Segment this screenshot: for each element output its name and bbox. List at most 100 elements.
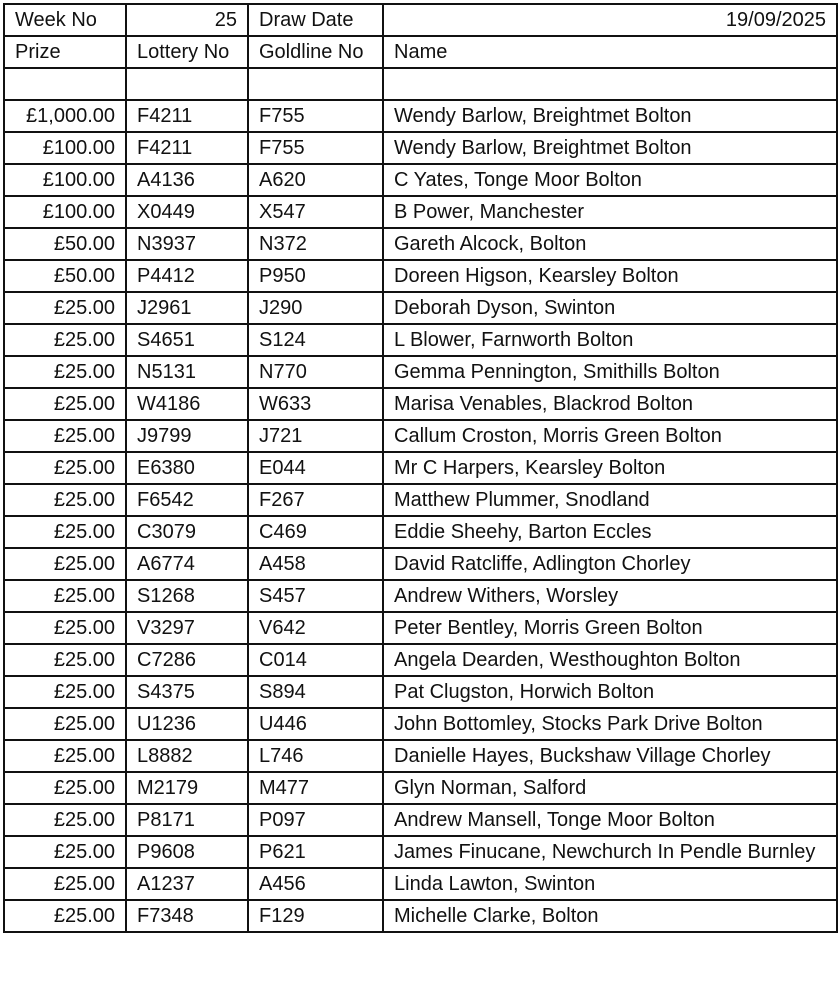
name-cell: David Ratcliffe, Adlington Chorley xyxy=(382,547,838,581)
lottery-no-cell: W4186 xyxy=(125,387,249,421)
name-cell: Mr C Harpers, Kearsley Bolton xyxy=(382,451,838,485)
lottery-no-cell: C7286 xyxy=(125,643,249,677)
prize-cell: £100.00 xyxy=(3,131,127,165)
prize-cell: £25.00 xyxy=(3,675,127,709)
goldline-no-cell: C469 xyxy=(247,515,384,549)
lottery-no-cell: P8171 xyxy=(125,803,249,837)
table-row: £25.00 W4186 W633 Marisa Venables, Blackrod… xyxy=(3,387,838,421)
goldline-no-cell: N372 xyxy=(247,227,384,261)
goldline-no-cell: F755 xyxy=(247,99,384,133)
name-cell: Michelle Clarke, Bolton xyxy=(382,899,838,933)
table-row: £25.00 P9608 P621 James Finucane, Newchurch… xyxy=(3,835,838,869)
goldline-no-cell: M477 xyxy=(247,771,384,805)
prize-cell: £25.00 xyxy=(3,355,127,389)
name-cell: Eddie Sheehy, Barton Eccles xyxy=(382,515,838,549)
goldline-no-cell: W633 xyxy=(247,387,384,421)
prize-cell: £50.00 xyxy=(3,259,127,293)
name-cell: Pat Clugston, Horwich Bolton xyxy=(382,675,838,709)
prize-cell: £25.00 xyxy=(3,771,127,805)
prize-cell: £25.00 xyxy=(3,515,127,549)
goldline-no-cell: J290 xyxy=(247,291,384,325)
goldline-no-cell: S894 xyxy=(247,675,384,709)
table-row: £25.00 J9799 J721 Callum Croston, Morris Gr… xyxy=(3,419,838,453)
lottery-no-cell: P4412 xyxy=(125,259,249,293)
goldline-no-cell: J721 xyxy=(247,419,384,453)
lottery-no-cell: F6542 xyxy=(125,483,249,517)
lottery-no-cell: J2961 xyxy=(125,291,249,325)
table-row: £1,000.00 F4211 F755 Wendy Barlow, Breightm… xyxy=(3,99,838,133)
goldline-no-cell: S124 xyxy=(247,323,384,357)
column-header-prize: Prize xyxy=(3,35,127,69)
table-row: £50.00 N3937 N372 Gareth Alcock, Bolton xyxy=(3,227,838,261)
name-cell: C Yates, Tonge Moor Bolton xyxy=(382,163,838,197)
goldline-no-cell: N770 xyxy=(247,355,384,389)
lottery-no-cell: F7348 xyxy=(125,899,249,933)
goldline-no-cell: E044 xyxy=(247,451,384,485)
draw-date-value: 19/09/2025 xyxy=(382,3,838,37)
goldline-no-cell: P950 xyxy=(247,259,384,293)
week-label: Week No xyxy=(3,3,127,37)
name-cell: Doreen Higson, Kearsley Bolton xyxy=(382,259,838,293)
lottery-no-cell: C3079 xyxy=(125,515,249,549)
lottery-no-cell: J9799 xyxy=(125,419,249,453)
lottery-no-cell: N3937 xyxy=(125,227,249,261)
column-header-goldline-no: Goldline No xyxy=(247,35,384,69)
lottery-no-cell: S4651 xyxy=(125,323,249,357)
goldline-no-cell: C014 xyxy=(247,643,384,677)
prize-cell: £25.00 xyxy=(3,899,127,933)
table-row: £25.00 C3079 C469 Eddie Sheehy, Barton Eccl… xyxy=(3,515,838,549)
name-cell: Deborah Dyson, Swinton xyxy=(382,291,838,325)
table-row: £100.00 X0449 X547 B Power, Manchester xyxy=(3,195,838,229)
lottery-no-cell: A1237 xyxy=(125,867,249,901)
prize-cell: £25.00 xyxy=(3,803,127,837)
name-cell: Gareth Alcock, Bolton xyxy=(382,227,838,261)
goldline-no-cell: L746 xyxy=(247,739,384,773)
name-cell: Andrew Withers, Worsley xyxy=(382,579,838,613)
goldline-no-cell: A458 xyxy=(247,547,384,581)
prize-cell: £25.00 xyxy=(3,611,127,645)
lottery-no-cell: E6380 xyxy=(125,451,249,485)
name-cell: B Power, Manchester xyxy=(382,195,838,229)
goldline-no-cell: P621 xyxy=(247,835,384,869)
lottery-no-cell: L8882 xyxy=(125,739,249,773)
table-row: £25.00 F6542 F267 Matthew Plummer, Snodland xyxy=(3,483,838,517)
prize-cell: £50.00 xyxy=(3,227,127,261)
name-cell: Wendy Barlow, Breightmet Bolton xyxy=(382,131,838,165)
lottery-no-cell: F4211 xyxy=(125,99,249,133)
name-cell: L Blower, Farnworth Bolton xyxy=(382,323,838,357)
week-value: 25 xyxy=(125,3,249,37)
table-row: £100.00 A4136 A620 C Yates, Tonge Moor Bolt… xyxy=(3,163,838,197)
goldline-no-cell: V642 xyxy=(247,611,384,645)
prize-cell: £25.00 xyxy=(3,547,127,581)
goldline-no-cell: F267 xyxy=(247,483,384,517)
name-cell: James Finucane, Newchurch In Pendle Burn… xyxy=(382,835,838,869)
goldline-no-cell: A620 xyxy=(247,163,384,197)
lottery-no-cell: A4136 xyxy=(125,163,249,197)
prize-cell: £25.00 xyxy=(3,387,127,421)
prize-cell: £25.00 xyxy=(3,291,127,325)
name-cell: Andrew Mansell, Tonge Moor Bolton xyxy=(382,803,838,837)
table-row: £50.00 P4412 P950 Doreen Higson, Kearsley B… xyxy=(3,259,838,293)
prize-cell: £1,000.00 xyxy=(3,99,127,133)
table-row: £25.00 F7348 F129 Michelle Clarke, Bolton xyxy=(3,899,838,933)
empty-cell xyxy=(382,67,838,101)
lottery-no-cell: P9608 xyxy=(125,835,249,869)
lottery-no-cell: X0449 xyxy=(125,195,249,229)
table-row: £25.00 J2961 J290 Deborah Dyson, Swinton xyxy=(3,291,838,325)
column-header-lottery-no: Lottery No xyxy=(125,35,249,69)
name-cell: Marisa Venables, Blackrod Bolton xyxy=(382,387,838,421)
table-row: £25.00 C7286 C014 Angela Dearden, Westhough… xyxy=(3,643,838,677)
name-cell: Linda Lawton, Swinton xyxy=(382,867,838,901)
name-cell: Gemma Pennington, Smithills Bolton xyxy=(382,355,838,389)
prize-cell: £25.00 xyxy=(3,707,127,741)
goldline-no-cell: F129 xyxy=(247,899,384,933)
week-row: Week No 25 Draw Date 19/09/2025 xyxy=(3,3,838,37)
prize-cell: £25.00 xyxy=(3,579,127,613)
prize-cell: £25.00 xyxy=(3,835,127,869)
empty-cell xyxy=(3,67,127,101)
lottery-no-cell: F4211 xyxy=(125,131,249,165)
goldline-no-cell: S457 xyxy=(247,579,384,613)
column-header-row: Prize Lottery No Goldline No Name xyxy=(3,35,838,69)
goldline-no-cell: P097 xyxy=(247,803,384,837)
name-cell: Danielle Hayes, Buckshaw Village Chorley xyxy=(382,739,838,773)
